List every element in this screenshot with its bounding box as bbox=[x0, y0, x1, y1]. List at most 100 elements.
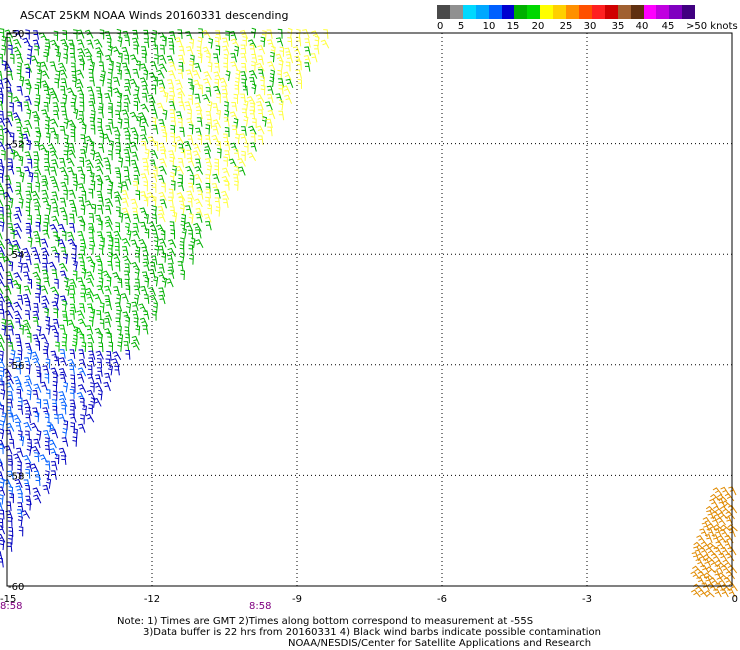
wind-barb bbox=[70, 101, 76, 112]
wind-barb bbox=[144, 276, 150, 288]
wind-barb bbox=[112, 253, 121, 263]
wind-barb bbox=[158, 119, 166, 129]
wind-barb bbox=[690, 571, 700, 580]
wind-barb bbox=[90, 124, 96, 135]
wind-barb bbox=[49, 61, 57, 71]
wind-barb bbox=[8, 197, 14, 208]
wind-barb bbox=[71, 70, 77, 81]
wind-barb bbox=[113, 191, 123, 201]
wind-barb bbox=[133, 180, 139, 191]
wind-barb bbox=[107, 108, 113, 119]
wind-barb bbox=[17, 397, 23, 408]
wind-barb bbox=[0, 439, 6, 449]
wind-barb bbox=[90, 180, 96, 191]
wind-barb bbox=[167, 269, 175, 279]
wind-barb bbox=[149, 294, 158, 304]
wind-barb bbox=[0, 125, 4, 136]
wind-barb bbox=[0, 70, 3, 81]
colorbar-swatch bbox=[437, 5, 450, 19]
wind-barb bbox=[0, 461, 4, 471]
wind-barb bbox=[122, 311, 131, 321]
wind-barb bbox=[711, 510, 722, 520]
wind-barb bbox=[96, 86, 102, 97]
wind-barb bbox=[45, 388, 51, 400]
wind-barb bbox=[216, 93, 221, 104]
wind-barb bbox=[36, 131, 42, 143]
wind-barb bbox=[175, 37, 183, 47]
wind-barb bbox=[691, 551, 700, 562]
wind-barb bbox=[45, 358, 51, 369]
wind-barb bbox=[13, 213, 22, 223]
wind-barb bbox=[230, 52, 237, 63]
wind-barb bbox=[275, 37, 284, 47]
wind-barb bbox=[158, 165, 167, 175]
wind-barb bbox=[0, 428, 5, 440]
wind-barb bbox=[131, 151, 139, 161]
wind-barb bbox=[207, 204, 212, 215]
wind-barb bbox=[161, 277, 167, 288]
wind-barb bbox=[33, 383, 42, 393]
wind-barb bbox=[0, 253, 6, 263]
wind-barb bbox=[36, 398, 42, 409]
wind-barb bbox=[168, 188, 174, 199]
wind-barb bbox=[690, 589, 701, 598]
wind-barb bbox=[229, 142, 238, 152]
wind-barb bbox=[53, 293, 59, 305]
wind-barb bbox=[148, 286, 156, 297]
wind-barb bbox=[41, 175, 49, 185]
wind-barb bbox=[159, 199, 167, 209]
wind-barb bbox=[148, 221, 157, 231]
wind-barb bbox=[205, 221, 212, 231]
wind-barb bbox=[123, 102, 129, 112]
wind-barb bbox=[692, 565, 703, 574]
wind-barb bbox=[133, 134, 139, 145]
wind-barb bbox=[22, 37, 31, 47]
wind-barb bbox=[234, 45, 240, 57]
wind-barb bbox=[146, 192, 156, 201]
wind-barb bbox=[25, 413, 31, 424]
wind-barb bbox=[222, 92, 229, 103]
wind-barb bbox=[151, 109, 158, 119]
wind-barb bbox=[157, 206, 165, 216]
wind-barb bbox=[69, 293, 76, 304]
wind-barb bbox=[715, 540, 725, 550]
wind-barb bbox=[80, 292, 86, 303]
y-tick-label: -60 bbox=[8, 582, 24, 593]
colorbar-label: 45 bbox=[661, 21, 675, 32]
wind-barb bbox=[152, 124, 159, 135]
wind-barb bbox=[0, 271, 4, 280]
wind-barb bbox=[105, 125, 113, 135]
wind-barb bbox=[60, 78, 68, 88]
wind-barb bbox=[206, 118, 213, 129]
wind-barb bbox=[248, 70, 258, 79]
wind-barb bbox=[24, 95, 32, 105]
wind-barb bbox=[717, 572, 728, 580]
wind-barb bbox=[203, 78, 212, 88]
wind-barb bbox=[6, 70, 14, 81]
wind-barb bbox=[90, 308, 96, 319]
wind-barb bbox=[42, 262, 48, 273]
wind-barb bbox=[13, 245, 21, 255]
wind-barb bbox=[706, 542, 718, 550]
wind-barb bbox=[88, 403, 93, 415]
wind-barb bbox=[67, 166, 75, 177]
wind-barb bbox=[52, 318, 60, 329]
wind-barb bbox=[44, 116, 50, 127]
wind-barb bbox=[124, 175, 132, 185]
wind-barb bbox=[230, 38, 240, 48]
wind-barb bbox=[143, 213, 149, 224]
wind-barb bbox=[0, 141, 6, 151]
wind-barb bbox=[153, 302, 158, 313]
wind-barb bbox=[105, 358, 111, 369]
wind-barb bbox=[89, 140, 95, 152]
wind-barb bbox=[13, 453, 22, 463]
wind-barb bbox=[112, 351, 122, 360]
wind-barb bbox=[73, 326, 79, 337]
wind-barb bbox=[170, 229, 176, 240]
wind-barb bbox=[297, 78, 302, 89]
wind-barb bbox=[121, 109, 130, 119]
wind-barb bbox=[709, 498, 719, 508]
wind-barb bbox=[151, 255, 158, 265]
wind-barb bbox=[15, 357, 22, 367]
wind-barb bbox=[176, 192, 186, 201]
